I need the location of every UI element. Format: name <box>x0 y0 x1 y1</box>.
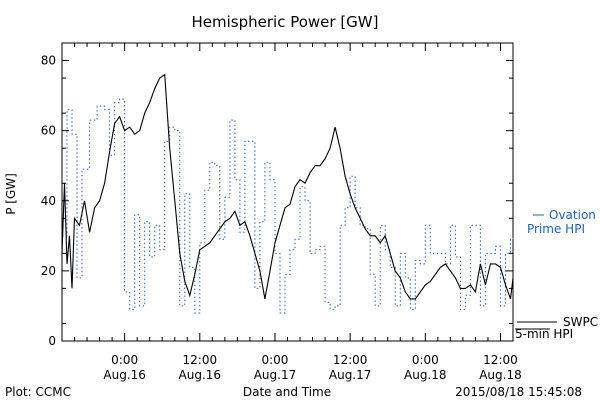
x-tick-label-time: 12:00 <box>183 353 218 367</box>
footer-xlabel: Date and Time <box>243 385 331 399</box>
chart-title: Hemispheric Power [GW] <box>192 13 379 31</box>
swpc-legend-label-line2: 5-min HPI <box>515 327 573 341</box>
y-tick-label: 60 <box>41 124 56 138</box>
axes <box>61 42 514 342</box>
y-tick-label: 40 <box>41 194 56 208</box>
y-axis-label: P [GW] <box>4 173 18 215</box>
x-tick-label-time: 0:00 <box>261 353 288 367</box>
ovation-prime-line <box>62 98 514 314</box>
swpc-series <box>61 73 514 300</box>
footer-timestamp: 2015/08/18 15:45:08 <box>455 385 582 399</box>
x-tick-label-time: 12:00 <box>483 353 518 367</box>
x-tick-label-date: Aug.17 <box>254 368 297 382</box>
x-tick-label-date: Aug.18 <box>479 368 522 382</box>
footer-plot-credit: Plot: CCMC <box>5 385 71 399</box>
x-tick-label-time: 0:00 <box>412 353 439 367</box>
x-tick-label-date: Aug.17 <box>329 368 372 382</box>
x-tick-label-date: Aug.16 <box>103 368 146 382</box>
x-tick-label-time: 0:00 <box>111 353 138 367</box>
ovation-series <box>62 98 514 314</box>
ovation-legend-label-line1: Ovation <box>549 208 596 222</box>
x-tick-label-time: 12:00 <box>333 353 368 367</box>
y-tick-label: 0 <box>48 334 56 348</box>
ovation-legend-label-line2: Prime HPI <box>527 222 585 236</box>
tick-labels: 0204060800:00Aug.1612:00Aug.160:00Aug.17… <box>41 54 522 382</box>
x-tick-label-date: Aug.16 <box>179 368 222 382</box>
swpc-legend-label-line1: SWPC <box>563 315 598 329</box>
x-tick-label-date: Aug.18 <box>404 368 447 382</box>
y-tick-label: 20 <box>41 264 56 278</box>
y-tick-label: 80 <box>41 54 56 68</box>
swpc-hpi-line <box>61 73 514 300</box>
